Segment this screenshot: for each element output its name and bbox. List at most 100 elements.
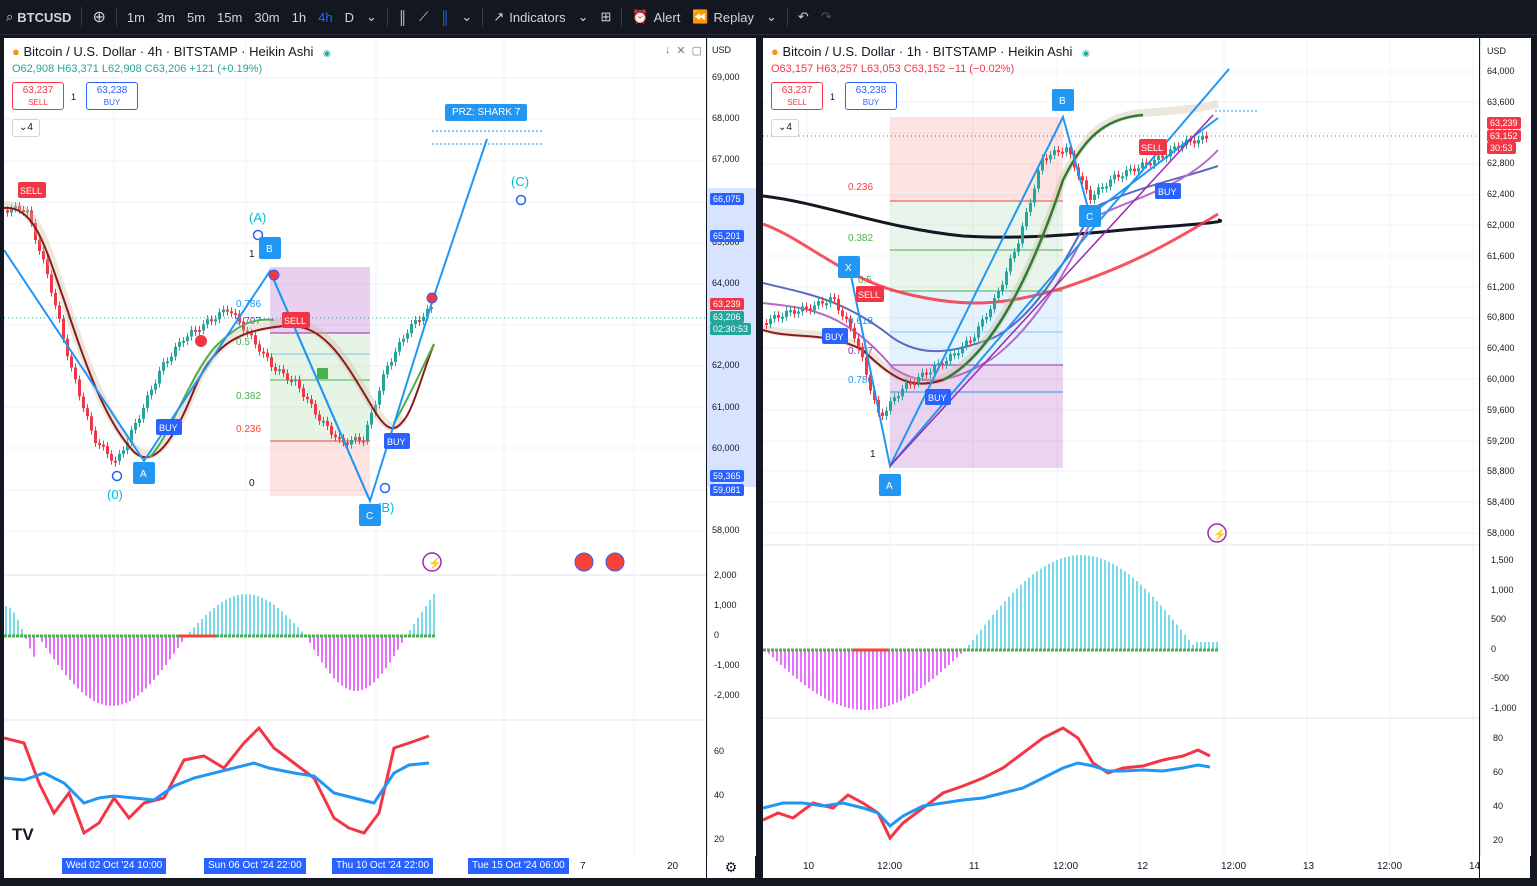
candle <box>905 382 908 389</box>
interval-5m[interactable]: 5m <box>186 9 206 25</box>
interval-dropdown[interactable]: ⌄ <box>360 0 383 34</box>
line-style-button[interactable]: ⟋ <box>413 0 434 34</box>
interval-D[interactable]: D <box>344 9 354 25</box>
svg-text:SELL: SELL <box>20 186 42 196</box>
left-chart-canvas[interactable]: 0.786 0.707 0.5 0.382 0.236 1 0 (A) (C) … <box>4 38 706 856</box>
interval-30m[interactable]: 30m <box>254 9 280 25</box>
indicators-button[interactable]: ↗ Indicators <box>487 0 571 34</box>
candle <box>214 319 217 322</box>
candle <box>913 383 916 386</box>
candle <box>1149 163 1152 166</box>
candle <box>1093 194 1096 201</box>
svg-text:BUY: BUY <box>387 437 406 447</box>
price-tag: 65,201 <box>710 230 744 242</box>
candle <box>426 308 429 317</box>
rewind-icon: ⏪ <box>692 9 709 24</box>
symbol-search[interactable]: ⌕ BTCUSD <box>0 0 77 34</box>
sell-button[interactable]: 63,237 SELL <box>12 82 64 110</box>
candle <box>190 329 193 337</box>
currency-label[interactable]: USD <box>712 45 732 55</box>
candle <box>1129 168 1132 171</box>
candle <box>1041 158 1044 171</box>
axis-label: 60 <box>1493 767 1504 777</box>
interval-1m[interactable]: 1m <box>126 9 145 25</box>
layout-button[interactable]: ⊞ <box>595 0 618 34</box>
candle <box>366 424 369 441</box>
left-ohlc: O62,908 H63,371 L62,908 C63,206 +121 (+0… <box>12 63 262 75</box>
candle <box>765 323 768 325</box>
heikin-ashi-button[interactable]: ║ <box>434 0 455 34</box>
candle <box>1109 179 1112 187</box>
right-legend[interactable]: ● Bitcoin / U.S. Dollar · 1h · BITSTAMP … <box>771 44 1090 59</box>
sell-button[interactable]: 63,237 SELL <box>771 82 823 110</box>
wave-label-A: (A) <box>249 210 266 225</box>
right-price-axis[interactable]: USD 64,00063,60063,20062,80062,40062,000… <box>1480 38 1531 856</box>
candle <box>997 291 1000 299</box>
indicator-count-toggle[interactable]: ⌄4 <box>771 119 799 137</box>
candle <box>1141 162 1144 169</box>
gear-icon[interactable]: ⚙ <box>724 859 738 875</box>
left-price-axis[interactable]: USD 69,00068,00067,00066,00065,00064,000… <box>707 38 756 856</box>
candle <box>286 373 289 381</box>
candle <box>410 324 413 334</box>
left-time-axis[interactable]: Wed 02 Oct '24 10:00 Sun 06 Oct '24 22:0… <box>4 856 706 878</box>
time-tag: Wed 02 Oct '24 10:00 <box>62 858 167 874</box>
interval-1h[interactable]: 1h <box>291 9 307 25</box>
right-chart-pane[interactable]: 0.236 0.382 0.5 0.618 0.707 0.786 1 X A … <box>763 38 1479 856</box>
compare-button[interactable]: ⊕ <box>86 0 111 34</box>
candle <box>126 442 129 451</box>
bar-style-button[interactable]: ║ <box>392 0 413 34</box>
candle <box>889 401 892 411</box>
svg-text:BUY: BUY <box>825 332 844 342</box>
candle <box>1057 150 1060 153</box>
alert-button[interactable]: ⏰ Alert <box>626 0 686 34</box>
replay-button[interactable]: ⏪ Replay <box>686 0 760 34</box>
candle <box>1065 147 1068 153</box>
sell-signal: SELL <box>282 312 310 328</box>
wave-label-B: (B) <box>377 500 394 515</box>
candle <box>254 335 257 345</box>
maximize-icon[interactable]: ▢ <box>691 45 702 57</box>
buy-button[interactable]: 63,238 BUY <box>845 82 897 110</box>
candle <box>845 316 848 320</box>
svg-text:B: B <box>266 244 273 255</box>
pattern-marker-A: A <box>133 462 155 484</box>
svg-text:SELL: SELL <box>284 316 306 326</box>
time-tag: Thu 10 Oct '24 22:00 <box>332 858 434 874</box>
redo-button[interactable]: ↷ <box>815 0 838 34</box>
axis-label: 63,600 <box>1487 96 1515 107</box>
fib-label-1: 1 <box>249 249 255 260</box>
candle <box>370 412 373 425</box>
axis-label: 500 <box>1491 614 1507 625</box>
pattern-marker-C: C <box>359 504 381 526</box>
buy-button[interactable]: 63,238 BUY <box>86 82 138 110</box>
indicator-count-toggle[interactable]: ⌄4 <box>12 119 40 137</box>
candle <box>390 362 393 366</box>
interval-4h[interactable]: 4h <box>318 9 333 25</box>
axis-label: 62,000 <box>1487 220 1515 230</box>
candle <box>418 319 421 322</box>
wave-label-C: (C) <box>511 174 529 189</box>
redo-icon: ↷ <box>820 9 832 24</box>
replay-dropdown[interactable]: ⌄ <box>760 0 783 34</box>
candle <box>130 429 133 443</box>
right-chart-canvas[interactable]: 0.236 0.382 0.5 0.618 0.707 0.786 1 X A … <box>763 38 1479 856</box>
undo-button[interactable]: ↶ <box>792 0 815 34</box>
interval-15m[interactable]: 15m <box>217 9 243 25</box>
indicators-dropdown[interactable]: ⌄ <box>572 0 595 34</box>
close-icon[interactable]: ✕ <box>676 45 686 57</box>
settings-corner[interactable]: ⚙ <box>707 856 755 878</box>
price-tag: 59,365 <box>710 470 744 482</box>
right-time-axis[interactable]: 10 12:00 11 12:00 12 12:00 13 12:00 14 <box>763 856 1480 878</box>
left-chart-pane[interactable]: 0.786 0.707 0.5 0.382 0.236 1 0 (A) (C) … <box>4 38 706 856</box>
chart-type-dropdown[interactable]: ⌄ <box>455 0 478 34</box>
candle <box>146 395 149 408</box>
left-legend[interactable]: ● Bitcoin / U.S. Dollar · 4h · BITSTAMP … <box>12 44 331 59</box>
candle <box>1081 176 1084 181</box>
candle <box>941 363 944 366</box>
arrow-down-icon[interactable]: ↓ <box>664 44 671 56</box>
interval-3m[interactable]: 3m <box>156 9 175 25</box>
currency-label[interactable]: USD <box>1487 46 1507 56</box>
svg-text:B: B <box>1059 96 1066 107</box>
candle <box>346 442 349 445</box>
